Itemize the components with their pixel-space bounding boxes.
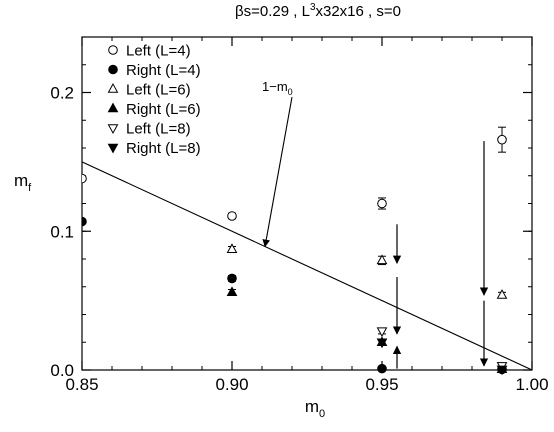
data-point [376, 327, 388, 338]
plot-area: 0.85 0.90 0.95 1.00 0.0 0.1 0.2 1−m0 Left (L=4) R… [50, 36, 549, 394]
data-point [496, 365, 508, 376]
data-point [376, 338, 388, 349]
legend: Left (L=4) Right (L=4) Left (L=6) Right (L=… [107, 43, 201, 157]
legend-marker [108, 45, 118, 55]
data-point [227, 273, 237, 284]
data-point [227, 211, 237, 221]
data-point [377, 198, 387, 209]
x-tick-label: 0.85 [65, 375, 98, 394]
data-layer [82, 126, 532, 376]
x-axis-label: m0 [305, 397, 325, 420]
reference-line-label: 1−m0 [262, 79, 293, 97]
legend-marker [107, 143, 119, 154]
x-tick-label: 0.90 [215, 375, 248, 394]
legend-marker [108, 64, 118, 75]
legend-label: Right (L=6) [126, 101, 201, 118]
data-point [82, 173, 87, 184]
y-axis-label: mf [14, 171, 32, 194]
data-point [496, 289, 508, 299]
y-tick-label: 0.0 [50, 361, 74, 380]
legend-marker [107, 83, 119, 93]
data-point [376, 254, 388, 265]
y-tick-label: 0.2 [50, 84, 74, 103]
data-point [497, 134, 507, 145]
reference-line-pointer [262, 97, 293, 248]
legend-label: Left (L=8) [126, 121, 191, 138]
legend-marker [107, 102, 119, 113]
reference-line [82, 161, 532, 371]
legend-label: Right (L=8) [126, 140, 201, 157]
x-tick-label: 1.00 [515, 375, 548, 394]
legend-marker [107, 124, 119, 134]
y-tick-label: 0.1 [50, 222, 74, 241]
data-point [226, 286, 238, 297]
legend-label: Left (L=4) [126, 43, 191, 60]
legend-label: Left (L=6) [126, 82, 191, 99]
legend-label: Right (L=4) [126, 62, 201, 79]
x-tick-label: 0.95 [365, 375, 398, 394]
data-point [377, 363, 387, 374]
data-point [226, 243, 238, 254]
chart-title: βs=0.29 , L3x32x16 , s=0 [235, 2, 401, 20]
data-point [82, 216, 87, 227]
